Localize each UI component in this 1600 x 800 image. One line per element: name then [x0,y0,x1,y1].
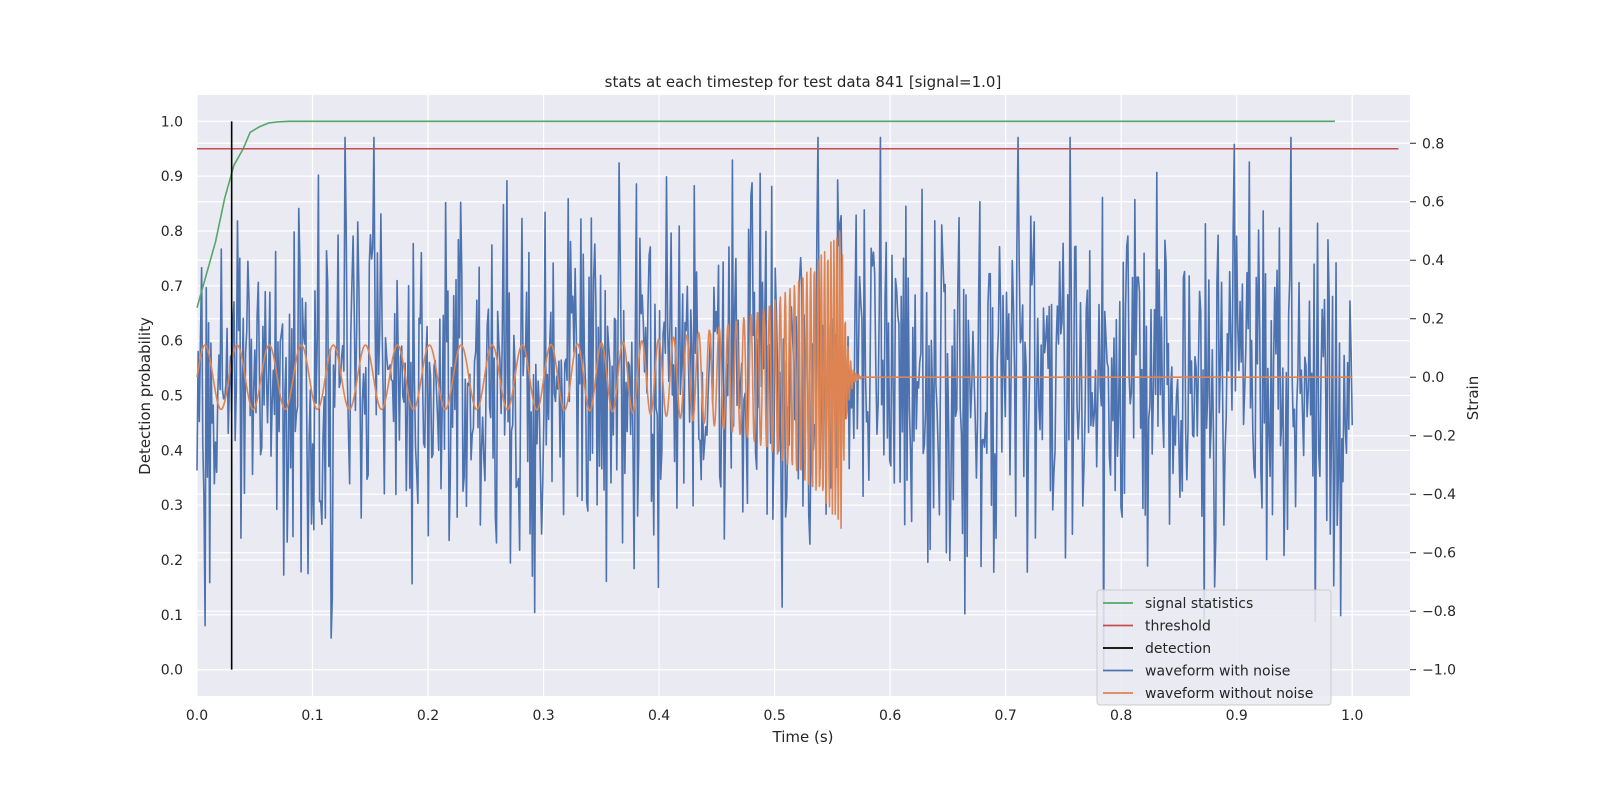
x-tick-label: 0.3 [532,708,554,724]
series-line-waveform-without-noise [196,229,1353,529]
x-tick-label: 0.4 [648,708,670,724]
y-tick-label-left: 0.2 [161,553,183,569]
y-tick-label-left: 0.0 [161,663,183,679]
x-tick-label: 0.1 [301,708,323,724]
y-tick-label-right: 0.6 [1422,195,1444,211]
y-tick-label-left: 0.5 [161,389,183,405]
y-tick-label-left: 0.7 [161,279,183,295]
legend-label-detection: detection [1145,641,1211,657]
y-tick-label-right: 0.8 [1422,136,1444,152]
y-tick-label-right: −0.4 [1422,487,1456,503]
y-tick-label-right: −0.8 [1422,604,1456,620]
x-tick-label: 0.7 [995,708,1017,724]
legend-label-signal-statistics: signal statistics [1145,596,1253,612]
y-tick-label-right: −0.6 [1422,546,1456,562]
legend-label-waveform-without-noise: waveform without noise [1145,686,1313,702]
y-tick-label-left: 0.6 [161,334,183,350]
y-tick-label-left: 0.9 [161,169,183,185]
y-tick-label-right: 0.4 [1422,253,1444,269]
x-axis-label: Time (s) [772,728,834,746]
y-tick-label-left: 0.4 [161,443,183,459]
legend-label-threshold: threshold [1145,619,1211,635]
legend-label-waveform-with-noise: waveform with noise [1145,664,1290,680]
y-axis-label-right: Strain [1464,376,1482,420]
x-tick-label: 0.5 [763,708,785,724]
y-tick-label-left: 1.0 [161,114,183,130]
y-tick-label-right: 0.0 [1422,370,1444,386]
x-tick-label: 0.8 [1110,708,1132,724]
y-tick-label-left: 0.3 [161,498,183,514]
series-line-signal-statistics [196,120,1335,308]
y-tick-label-left: 0.8 [161,224,183,240]
x-tick-label: 0.9 [1226,708,1248,724]
y-tick-label-right: 0.2 [1422,312,1444,328]
legend: signal statistics threshold detection wavef… [1096,589,1332,706]
y-axis-label-left: Detection probability [136,317,154,475]
axes: 0.0 0.1 0.2 0.3 0.4 0.5 0.6 0.7 0.8 0.9 1.0 0.0 0.1 0… [161,114,1456,724]
y-tick-label-left: 0.1 [161,608,183,624]
x-tick-label: 1.0 [1341,708,1363,724]
y-tick-label-right: −0.2 [1422,429,1456,445]
x-tick-label: 0.6 [879,708,901,724]
x-tick-label: 0.0 [186,708,208,724]
series-layer [196,120,1399,671]
y-tick-label-right: −1.0 [1422,663,1456,679]
x-tick-label: 0.2 [417,708,439,724]
chart-title: stats at each timestep for test data 841… [605,73,1002,91]
legend-box [1096,589,1332,706]
